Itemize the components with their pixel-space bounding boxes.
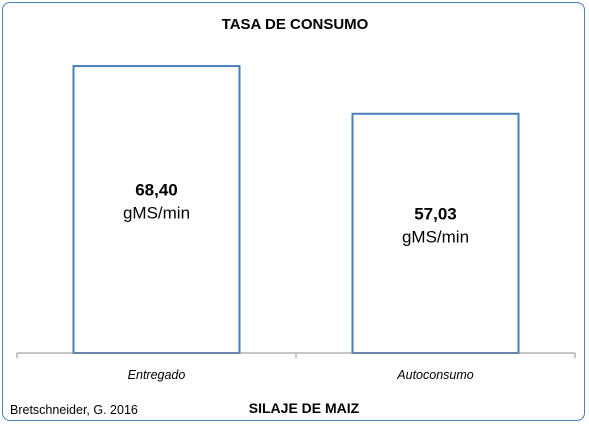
- x-axis-ticks: [16, 353, 576, 358]
- category-label-autoconsumo: Autoconsumo: [396, 368, 473, 382]
- x-axis-title: SILAJE DE MAIZ: [249, 400, 360, 416]
- bar-autoconsumo: [351, 112, 520, 354]
- data-label-autoconsumo: 57,03: [414, 204, 457, 223]
- data-label-entregado: 68,40: [135, 181, 178, 200]
- chart-title: TASA DE CONSUMO: [222, 16, 369, 33]
- category-labels: Entregado Autoconsumo: [128, 368, 474, 382]
- bars-group: 68,40 gMS/min 57,03 gMS/min: [72, 65, 520, 355]
- source-note: Bretschneider, G. 2016: [10, 403, 138, 417]
- chart-frame: [2, 2, 585, 421]
- unit-label-autoconsumo: gMS/min: [402, 227, 469, 246]
- bar-entregado: [72, 65, 241, 355]
- category-label-entregado: Entregado: [128, 368, 186, 382]
- unit-label-entregado: gMS/min: [123, 204, 190, 223]
